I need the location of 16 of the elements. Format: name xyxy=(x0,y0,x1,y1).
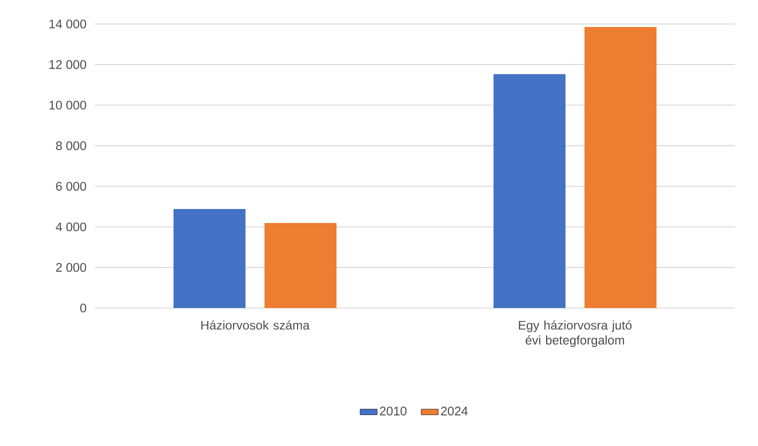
legend-label: 2010 xyxy=(380,406,407,416)
bar xyxy=(264,223,337,308)
bar xyxy=(174,209,246,308)
y-tick-label: 2 000 xyxy=(56,263,86,272)
y-tick-label: 12 000 xyxy=(50,60,86,69)
x-tick-label: Egy háziorvosra jutó évi betegforgalom xyxy=(518,320,632,348)
x-tick-label: Háziorvosok száma xyxy=(201,320,310,330)
bar xyxy=(494,74,566,308)
legend-label: 2024 xyxy=(441,406,468,416)
y-tick-label: 14 000 xyxy=(50,20,86,28)
y-tick-label: 8 000 xyxy=(56,141,86,150)
y-tick-label: 10 000 xyxy=(50,100,86,110)
y-tick-label: 0 xyxy=(80,304,86,312)
y-tick-label: 6 000 xyxy=(56,182,86,191)
y-tick-label: 4 000 xyxy=(56,222,86,232)
bar xyxy=(584,27,657,308)
